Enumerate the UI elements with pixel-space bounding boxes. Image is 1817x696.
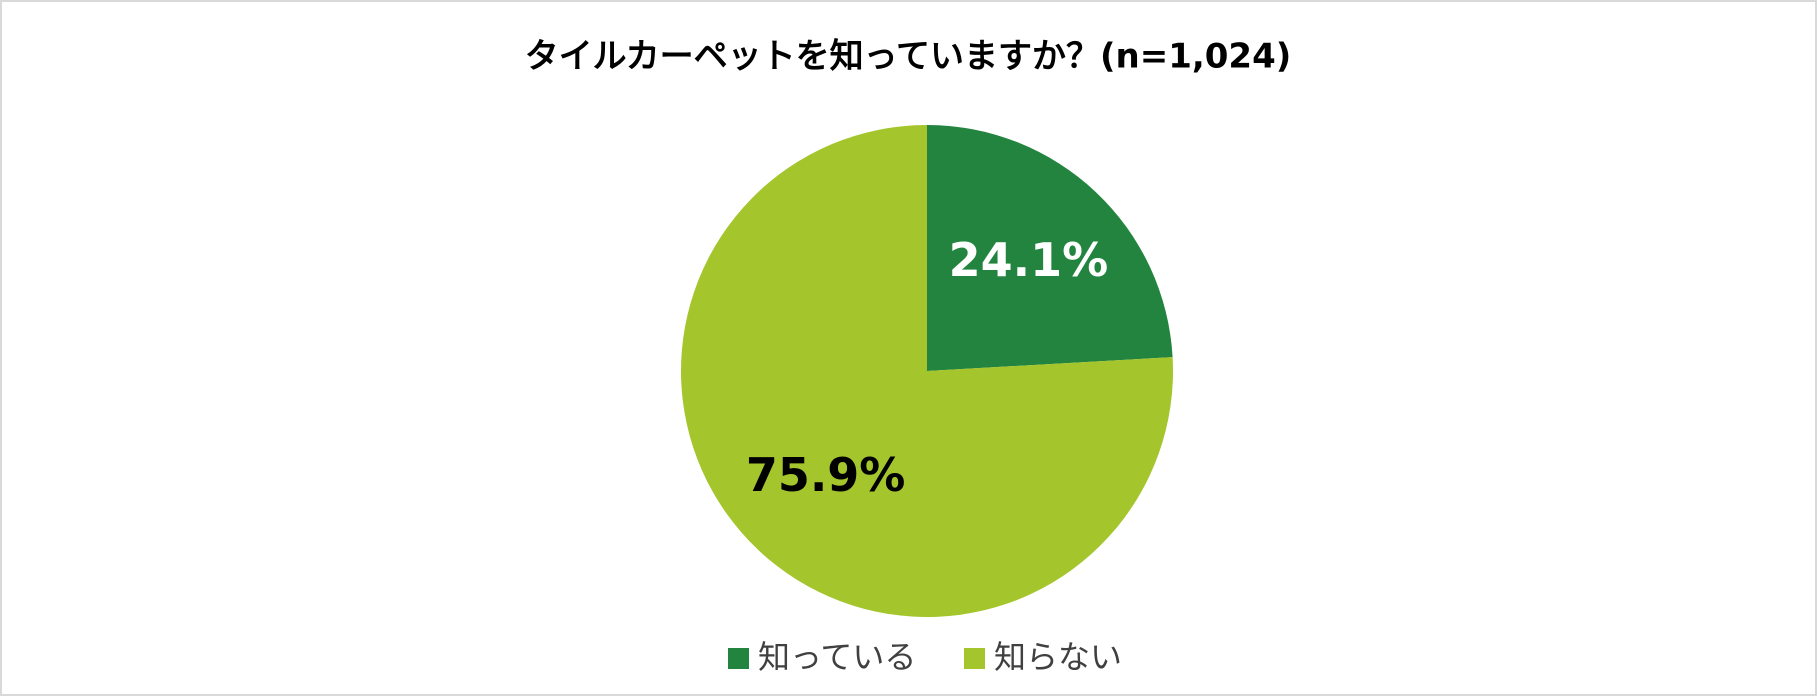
legend-label: 知っている — [758, 638, 916, 676]
data-label: 24.1% — [949, 233, 1109, 287]
chart-title: タイルカーペットを知っていますか？(n=1,024) — [525, 37, 1292, 77]
legend-swatch — [728, 648, 749, 669]
data-label: 75.9% — [746, 448, 906, 502]
legend-label: 知らない — [994, 638, 1122, 676]
legend-swatch — [964, 648, 985, 669]
pie-slice — [927, 125, 1173, 371]
pie-slice — [680, 125, 1173, 617]
